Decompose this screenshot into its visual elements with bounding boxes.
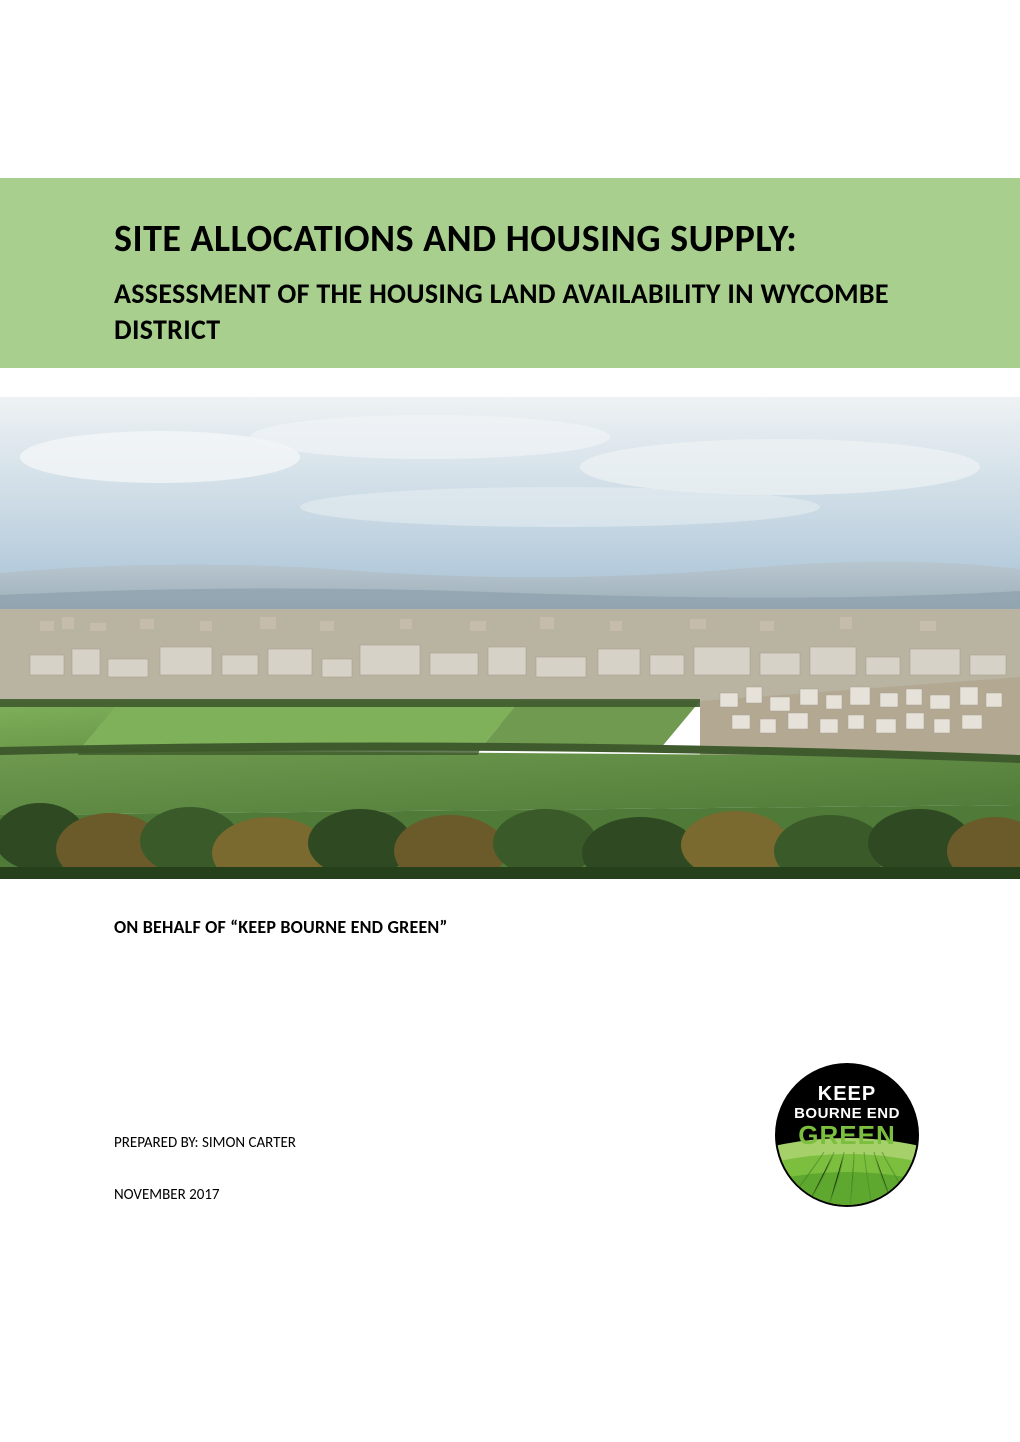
title-subtitle: ASSESSMENT OF THE HOUSING LAND AVAILABIL… bbox=[114, 276, 930, 349]
title-main: SITE ALLOCATIONS AND HOUSING SUPPLY: bbox=[114, 216, 930, 262]
document-page: SITE ALLOCATIONS AND HOUSING SUPPLY: ASS… bbox=[0, 0, 1020, 1442]
logo-text-keep: KEEP bbox=[818, 1083, 876, 1105]
logo-text-green: GREEN bbox=[798, 1120, 895, 1150]
title-banner: SITE ALLOCATIONS AND HOUSING SUPPLY: ASS… bbox=[0, 178, 1020, 368]
hero-landscape-image bbox=[0, 397, 1020, 879]
date-text: NOVEMBER 2017 bbox=[114, 1186, 220, 1204]
on-behalf-text: ON BEHALF OF “KEEP BOURNE END GREEN” bbox=[114, 916, 448, 938]
keep-bourne-end-green-logo: KEEP BOURNE END GREEN bbox=[774, 1062, 920, 1208]
prepared-by-text: PREPARED BY: SIMON CARTER bbox=[114, 1134, 296, 1152]
